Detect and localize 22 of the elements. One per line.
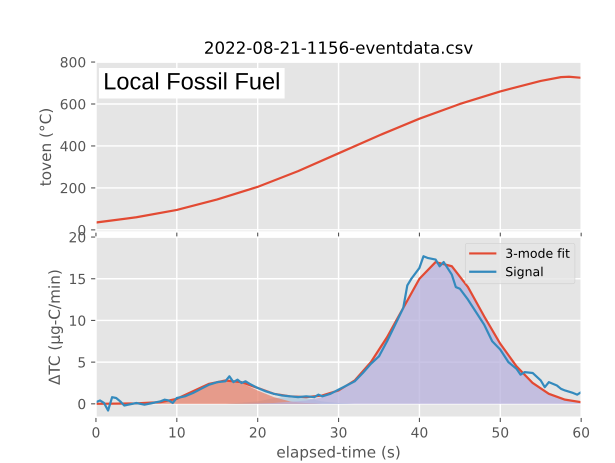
y-tick-label: 0 (78, 398, 86, 410)
legend-label: Signal (506, 266, 542, 279)
y-tick-label: 5 (78, 357, 86, 368)
x-axis-title: elapsed-time (s) (277, 446, 400, 461)
y-tick-label: 200 (60, 182, 86, 194)
x-tick-label: 50 (492, 427, 508, 438)
legend-label: 3-mode fit (506, 248, 570, 258)
x-tick-label: 0 (92, 427, 100, 438)
x-tick-label: 40 (411, 427, 428, 438)
y-tick-label: 800 (60, 57, 86, 68)
y-axis-title: ΔTC (μg-C/min) (48, 270, 63, 385)
x-tick-label: 10 (170, 427, 185, 438)
x-tick-label: 60 (573, 427, 590, 438)
y-tick-label: 15 (70, 274, 86, 284)
y-axis-title: toven (°C) (39, 109, 53, 186)
x-tick-label: 20 (250, 427, 266, 438)
x-tick-label: 30 (330, 427, 346, 438)
y-tick-label: 10 (70, 315, 86, 326)
y-tick-label: 400 (60, 140, 86, 152)
annotation: Local Fossil Fuel (105, 72, 279, 90)
y-tick-label: 600 (60, 98, 86, 110)
chart-title: 2022-08-21-1156-eventdata.csv (205, 41, 473, 54)
